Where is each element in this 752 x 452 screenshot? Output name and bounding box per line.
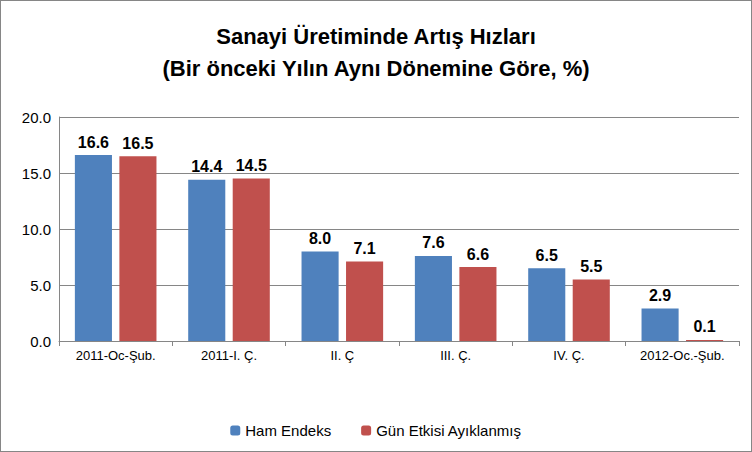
svg-text:8.0: 8.0	[309, 230, 331, 247]
svg-text:(Bir önceki Yılın Aynı Dönemin: (Bir önceki Yılın Aynı Dönemine Göre, %)	[162, 56, 589, 81]
svg-text:20.0: 20.0	[22, 109, 51, 126]
svg-text:5.5: 5.5	[580, 258, 602, 275]
svg-text:Ham Endeks: Ham Endeks	[245, 422, 331, 439]
svg-text:II. Ç: II. Ç	[330, 348, 354, 363]
svg-text:2012-Oc.-Şub.: 2012-Oc.-Şub.	[640, 348, 725, 363]
svg-text:14.5: 14.5	[236, 157, 267, 174]
svg-text:14.4: 14.4	[191, 158, 222, 175]
svg-text:16.5: 16.5	[122, 135, 153, 152]
svg-text:2011-I. Ç.: 2011-I. Ç.	[201, 348, 257, 363]
svg-text:III. Ç.: III. Ç.	[440, 348, 471, 363]
svg-text:6.6: 6.6	[467, 246, 489, 263]
svg-text:2.9: 2.9	[649, 287, 671, 304]
svg-text:0.0: 0.0	[30, 333, 51, 350]
svg-text:2011-Oc-Şub.: 2011-Oc-Şub.	[76, 348, 156, 363]
svg-text:10.0: 10.0	[22, 221, 51, 238]
svg-text:16.6: 16.6	[78, 134, 109, 151]
svg-text:Gün Etkisi Ayıklanmış: Gün Etkisi Ayıklanmış	[376, 422, 521, 439]
svg-text:IV. Ç.: IV. Ç.	[553, 348, 584, 363]
svg-text:7.1: 7.1	[353, 240, 375, 257]
svg-text:15.0: 15.0	[22, 165, 51, 182]
svg-text:Sanayi Üretiminde Artış Hızlar: Sanayi Üretiminde Artış Hızları	[216, 24, 536, 49]
svg-text:5.0: 5.0	[30, 277, 51, 294]
svg-text:6.5: 6.5	[536, 247, 558, 264]
svg-text:0.1: 0.1	[693, 318, 715, 335]
svg-text:7.6: 7.6	[422, 234, 444, 251]
